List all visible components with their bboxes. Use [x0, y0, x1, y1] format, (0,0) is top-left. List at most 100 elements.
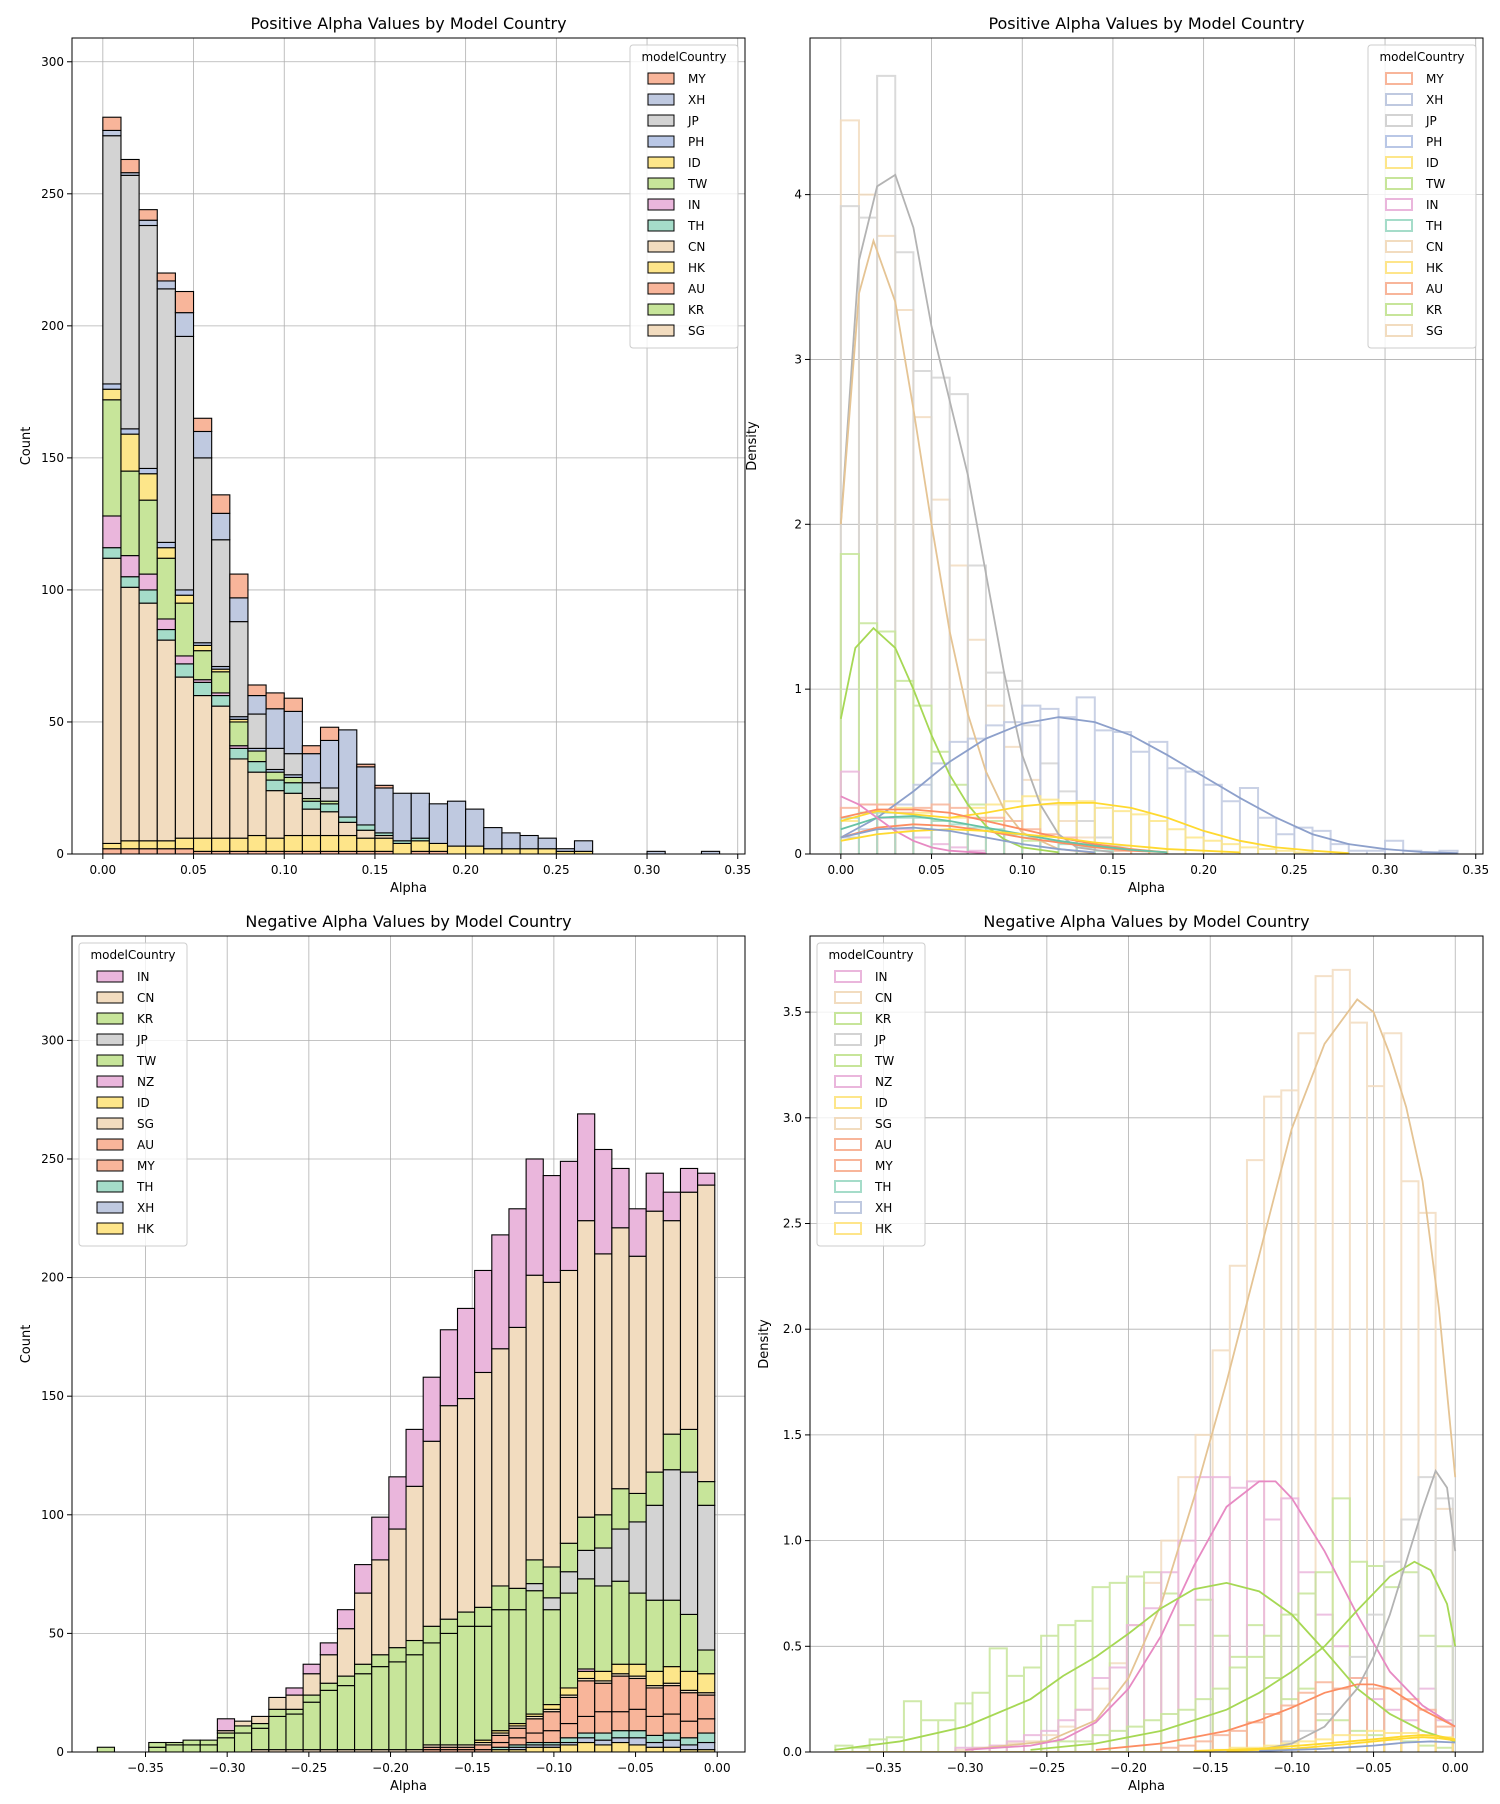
- y-tick-label: 200: [41, 319, 64, 333]
- bar-my: [319, 726, 340, 741]
- x-tick-label: 0.30: [634, 863, 661, 877]
- chart-title: Negative Alpha Values by Model Country: [245, 912, 571, 931]
- bar-au: [662, 1685, 682, 1715]
- x-tick-label: −0.15: [454, 1761, 491, 1775]
- bar-xh: [283, 710, 303, 755]
- bar-my: [697, 1718, 716, 1734]
- bar-kr: [645, 1471, 664, 1506]
- bar-xh: [301, 753, 322, 784]
- bar-cn: [302, 1673, 321, 1696]
- bar-xh: [519, 834, 539, 850]
- bar-jp: [247, 713, 267, 749]
- bar-cn: [542, 1281, 561, 1568]
- legend-label-sg: SG: [137, 1117, 154, 1131]
- bar-tw: [229, 721, 249, 747]
- bar-jp: [319, 787, 340, 802]
- y-tick-label: 0: [56, 847, 64, 861]
- chart-panel-1: 0.00 0.05 0.10 0.15 0.20 0.25 0.30 0.35 0 50 100 15…: [19, 14, 751, 896]
- bar-tw: [148, 1746, 167, 1752]
- bar-jp: [156, 288, 176, 543]
- legend-swatch-tw: [96, 1054, 124, 1067]
- legend-label-id: ID: [137, 1096, 150, 1110]
- legend-swatch-kr: [647, 303, 675, 316]
- legend-swatch-xh: [647, 93, 675, 106]
- bar-in: [285, 1687, 304, 1696]
- legend: modelCountry IN CN KR JP TW NZ ID SG AU MY TH XH HK: [816, 942, 926, 1247]
- bar-jp: [283, 753, 303, 776]
- bar-tw: [456, 1625, 476, 1746]
- bar-hk: [465, 845, 485, 854]
- legend-swatch-my: [96, 1159, 124, 1172]
- legend-label-xh: XH: [1426, 93, 1443, 107]
- bar-tw: [138, 499, 158, 575]
- x-tick-label: 0.05: [918, 863, 945, 877]
- bar-xh: [645, 1741, 664, 1748]
- bar-th: [645, 1734, 664, 1744]
- kde-curve-my: [840, 808, 1168, 854]
- bar-xh: [138, 219, 158, 227]
- bar-xh: [410, 792, 430, 839]
- bar-hk: [537, 848, 557, 854]
- x-axis-label: Alpha: [390, 881, 427, 896]
- bar-tw: [422, 1642, 441, 1746]
- kde-curve-jp: [1259, 1468, 1457, 1751]
- bar-cn: [319, 811, 340, 837]
- legend-swatch-tw: [1385, 177, 1413, 190]
- legend-label-id: ID: [875, 1096, 888, 1110]
- legend-swatch-jp: [1385, 114, 1413, 127]
- bar-tw: [439, 1632, 459, 1746]
- bar-xh: [594, 1739, 613, 1746]
- bar-xh: [374, 787, 394, 834]
- bar-kr: [662, 1433, 682, 1471]
- legend-swatch-cn: [96, 991, 124, 1004]
- bar-th: [211, 695, 231, 707]
- bar-kr: [388, 1647, 407, 1663]
- x-tick-label: −0.20: [1110, 1761, 1147, 1775]
- bar-hk: [338, 834, 358, 852]
- y-tick-label: 150: [41, 451, 64, 465]
- y-tick-label: 50: [49, 715, 64, 729]
- legend-label-xh: XH: [875, 1201, 892, 1215]
- bar-cn: [319, 1654, 338, 1684]
- bar-kr: [319, 1682, 338, 1691]
- x-tick-label: 0.00: [704, 1761, 731, 1775]
- bar-kr: [611, 1488, 630, 1530]
- bar-in: [559, 1160, 579, 1272]
- y-tick-label: 2.0: [783, 1322, 802, 1336]
- bar-hk: [542, 1746, 561, 1752]
- bar-tw: [265, 771, 285, 781]
- bar-xh: [501, 832, 521, 850]
- legend-swatch-my: [1385, 72, 1413, 85]
- bar-cn: [611, 1227, 630, 1490]
- legend-label-hk: HK: [1426, 261, 1444, 275]
- bar-xh: [662, 1739, 682, 1748]
- bar-cn: [388, 1528, 407, 1649]
- bar-in: [508, 1208, 527, 1328]
- bar-cn: [456, 1398, 476, 1613]
- bar-au: [174, 848, 195, 854]
- bar-xh: [573, 840, 594, 852]
- bar-tw: [594, 1585, 613, 1672]
- x-tick-label: 0.35: [1462, 863, 1489, 877]
- x-tick-label: −0.35: [865, 1761, 902, 1775]
- bar-cn: [679, 1191, 699, 1430]
- bar-kr: [251, 1722, 270, 1729]
- bar-hk: [611, 1741, 630, 1752]
- bar-jp: [594, 1547, 613, 1587]
- bar-tw: [628, 1592, 647, 1665]
- bar-kr: [405, 1639, 424, 1656]
- bar-my: [542, 1730, 561, 1744]
- legend-label-my: MY: [137, 1159, 155, 1173]
- y-tick-label: 1.5: [783, 1428, 802, 1442]
- bar-jp: [138, 224, 158, 469]
- legend-label-tw: TW: [1425, 177, 1445, 191]
- bar-jp: [192, 457, 213, 644]
- bar-kr: [285, 1708, 304, 1715]
- legend-label-ph: PH: [688, 135, 704, 149]
- bar-ph: [102, 383, 122, 390]
- legend-swatch-au: [96, 1138, 124, 1151]
- bar-jp: [611, 1528, 630, 1582]
- y-tick-label: 2: [794, 517, 802, 531]
- legend-swatch-my: [647, 72, 675, 85]
- bar-au: [525, 1718, 544, 1734]
